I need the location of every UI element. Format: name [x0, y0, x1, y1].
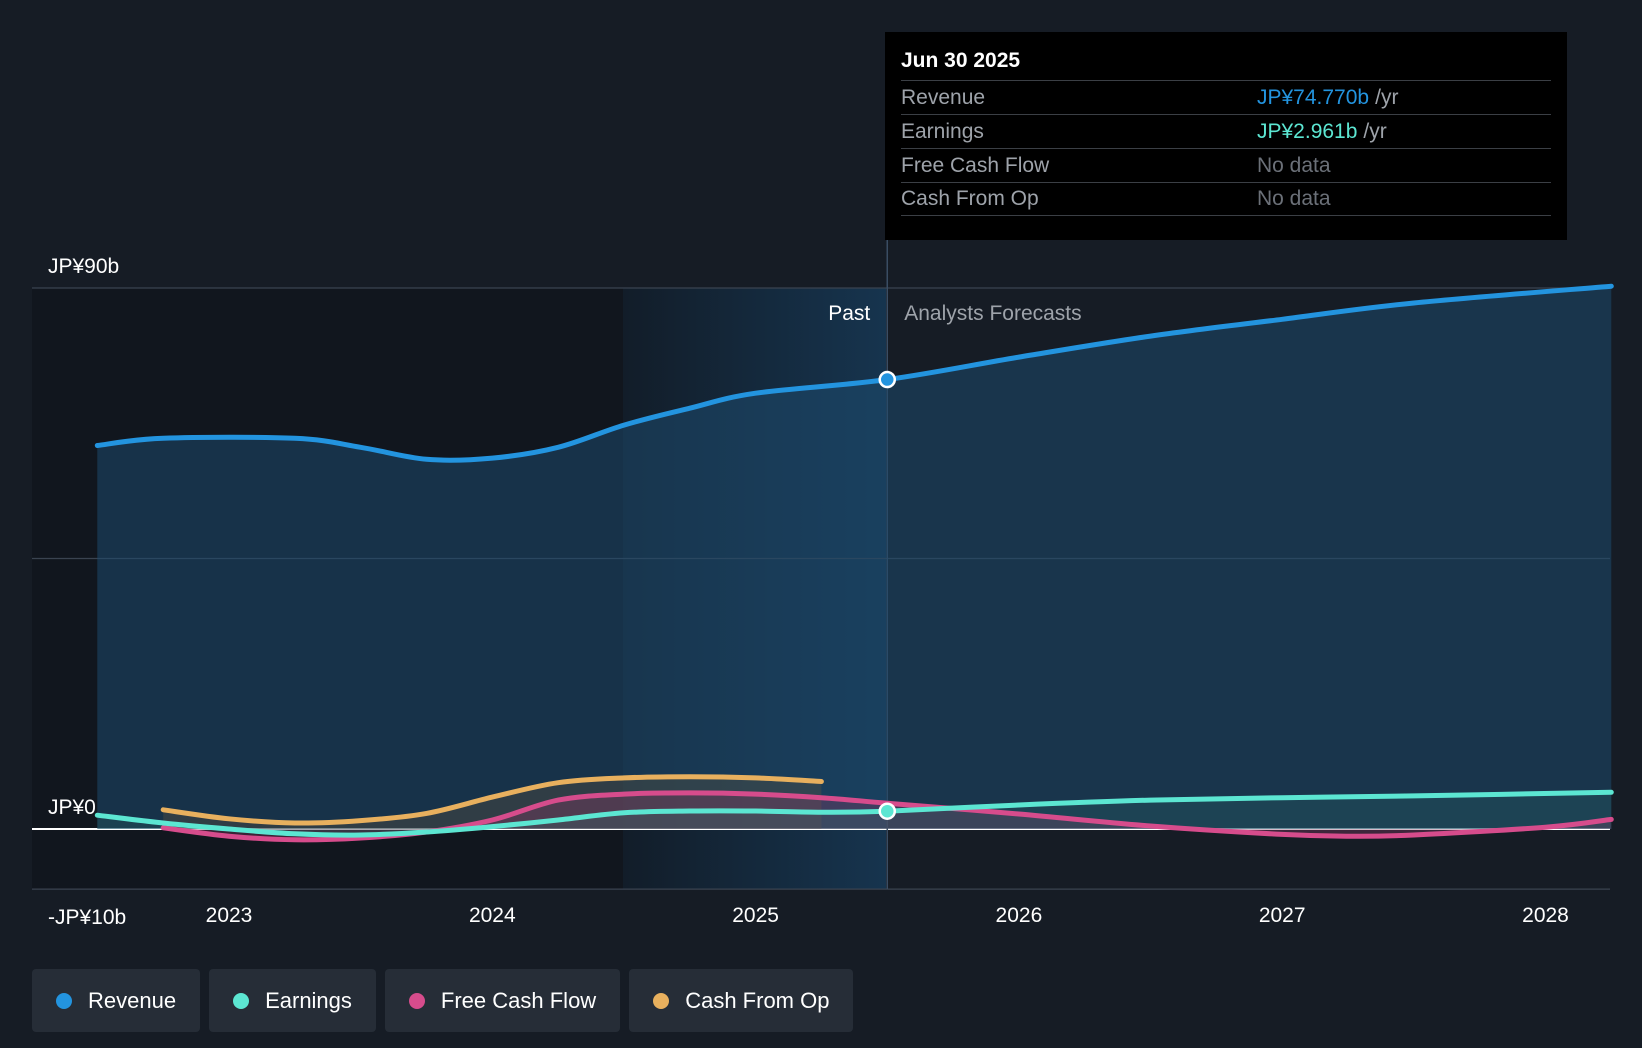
tooltip-value: JP¥2.961b [1257, 119, 1358, 143]
forecast-label: Analysts Forecasts [904, 302, 1081, 325]
legend-item-revenue[interactable]: Revenue [32, 969, 201, 1032]
tooltip-label: Free Cash Flow [901, 153, 1050, 177]
tooltip-row-free-cash-flow: Free Cash Flow No data [901, 148, 1551, 182]
earnings-line[interactable] [94, 789, 1614, 838]
legend-item-free-cash-flow[interactable]: Free Cash Flow [384, 969, 621, 1032]
y-tick-label: -JP¥10b [48, 906, 126, 929]
tooltip-label: Cash From Op [901, 187, 1039, 210]
revenue-line[interactable] [94, 283, 1614, 463]
y-tick-label: JP¥90b [48, 255, 119, 278]
tooltip-row-revenue: Revenue JP¥74.770b /yr [901, 80, 1551, 114]
past-label: Past [828, 302, 870, 325]
tooltip-value: No data [1257, 153, 1331, 177]
legend-label: Free Cash Flow [440, 987, 597, 1013]
free-cash-flow-dot-icon [408, 992, 425, 1009]
tooltip-value: No data [1257, 187, 1331, 210]
cash-from-op-line[interactable] [160, 774, 824, 826]
x-tick-label: 2027 [1259, 904, 1306, 927]
revenue-dot-icon [56, 992, 72, 1009]
tooltip-row-earnings: Earnings JP¥2.961b /yr [901, 114, 1551, 148]
x-tick-label: 2028 [1522, 904, 1569, 927]
tooltip-label: Earnings [901, 119, 984, 143]
cash-from-op-dot-icon [653, 992, 670, 1009]
tooltip-date: Jun 30 2025 [901, 49, 1021, 72]
revenue-marker[interactable] [878, 370, 896, 389]
legend-label: Earnings [265, 987, 352, 1013]
tooltip-value: JP¥74.770b [1257, 85, 1370, 109]
revenue-area [97, 286, 1612, 829]
x-tick-label: 2025 [732, 904, 779, 927]
free-cash-flow-line[interactable] [160, 790, 1614, 843]
legend-item-earnings[interactable]: Earnings [209, 969, 376, 1032]
tooltip-row-cash-from-op: Cash From Op No data [901, 182, 1551, 216]
tooltip: Jun 30 2025 Revenue JP¥74.770b /yr Earni… [885, 32, 1567, 240]
earnings-dot-icon [233, 992, 250, 1009]
tooltip-unit: /yr [1363, 119, 1387, 143]
x-tick-label: 2023 [206, 904, 253, 927]
earnings-marker[interactable] [878, 802, 896, 820]
legend-label: Revenue [88, 987, 177, 1013]
legend-item-cash-from-op[interactable]: Cash From Op [629, 969, 854, 1032]
legend: Revenue Earnings Free Cash Flow Cash Fro… [32, 969, 854, 1032]
legend-label: Cash From Op [685, 987, 830, 1013]
tooltip-label: Revenue [901, 85, 986, 109]
cash-from-op-area [163, 776, 822, 829]
x-tick-label: 2026 [996, 904, 1043, 927]
tooltip-unit: /yr [1375, 85, 1399, 109]
x-tick-label: 2024 [469, 904, 516, 927]
y-tick-label: JP¥0 [48, 796, 96, 819]
